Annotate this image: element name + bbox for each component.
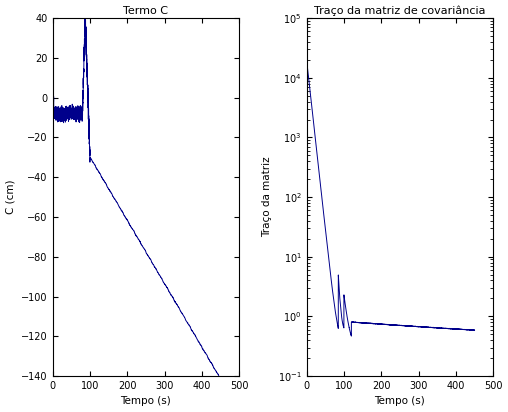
Title: Termo C: Termo C	[123, 6, 168, 16]
Y-axis label: C (cm): C (cm)	[6, 180, 16, 214]
Y-axis label: Traço da matriz: Traço da matriz	[262, 157, 272, 237]
Title: Traço da matriz de covariância: Traço da matriz de covariância	[314, 5, 486, 16]
X-axis label: Tempo (s): Tempo (s)	[120, 396, 171, 407]
X-axis label: Tempo (s): Tempo (s)	[374, 396, 425, 407]
